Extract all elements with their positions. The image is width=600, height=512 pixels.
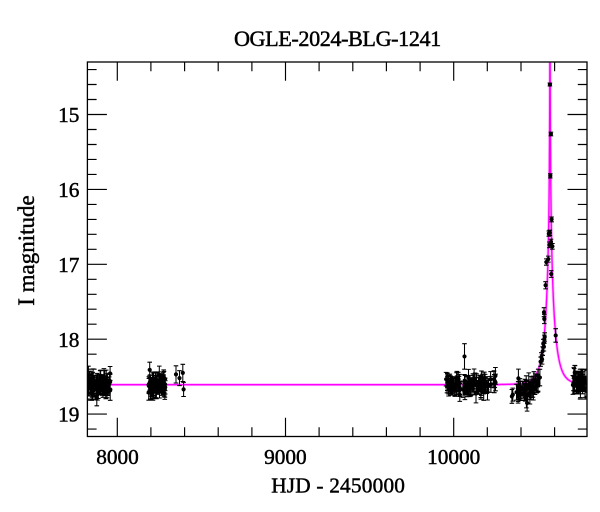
svg-text:15: 15 — [58, 103, 79, 127]
svg-text:10000: 10000 — [427, 445, 480, 469]
svg-text:OGLE-2024-BLG-1241: OGLE-2024-BLG-1241 — [234, 26, 441, 51]
svg-text:I magnitude: I magnitude — [14, 195, 39, 306]
svg-text:9000: 9000 — [264, 445, 307, 469]
svg-text:18: 18 — [58, 328, 79, 352]
svg-text:8000: 8000 — [96, 445, 139, 469]
svg-text:16: 16 — [58, 178, 80, 202]
svg-text:17: 17 — [58, 253, 80, 277]
svg-text:HJD - 2450000: HJD - 2450000 — [271, 473, 405, 497]
svg-text:19: 19 — [58, 403, 79, 427]
